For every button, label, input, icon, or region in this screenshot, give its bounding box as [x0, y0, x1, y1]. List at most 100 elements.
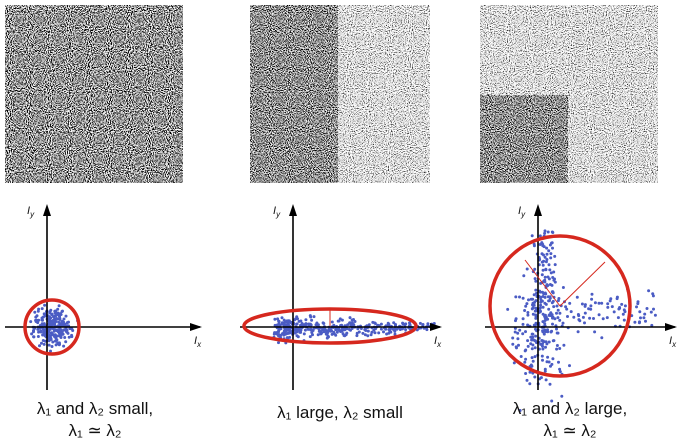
scatter-dot — [327, 335, 330, 338]
scatter-dot — [518, 329, 521, 332]
scatter-dot — [389, 331, 392, 334]
scatter-dot — [522, 274, 525, 277]
scatter-dot — [68, 336, 71, 339]
scatter-dot — [327, 329, 330, 332]
scatter-dot — [551, 357, 554, 360]
scatter-dot — [319, 332, 322, 335]
scatter-dot — [53, 335, 56, 338]
scatter-dot — [303, 332, 306, 335]
y-arrow — [43, 204, 51, 216]
scatter-dot — [64, 340, 67, 343]
label-sub: y — [275, 210, 281, 219]
scatter-dot — [606, 306, 609, 309]
scatter-dot — [557, 309, 560, 312]
scatter-dot — [534, 314, 537, 317]
scatter-dot — [354, 320, 357, 323]
scatter-dot — [50, 337, 53, 340]
scatter-dot — [532, 306, 535, 309]
x-axis-label: Ix — [194, 335, 202, 349]
scatter-dot — [531, 356, 534, 359]
scatter-dot — [555, 328, 558, 331]
scatter-dot — [543, 279, 546, 282]
scatter-dot — [522, 323, 525, 326]
scatter-dot — [547, 308, 550, 311]
scatter-dot — [528, 382, 531, 385]
scatter-dot — [343, 334, 346, 337]
scatter-dot — [57, 318, 60, 321]
scatter-dot — [548, 361, 551, 364]
scatter-dot — [533, 376, 536, 379]
scatter-dot — [65, 315, 68, 318]
scatter-dot — [520, 355, 523, 358]
scatter-dot — [547, 249, 550, 252]
x-arrow — [190, 323, 202, 331]
scatter-dot — [63, 336, 66, 339]
x-axis-label: Ix — [434, 335, 442, 349]
scatter-dot — [592, 317, 595, 320]
scatter-dot — [623, 319, 626, 322]
scatter-dot — [51, 345, 54, 348]
scatter-dot — [620, 303, 623, 306]
scatter-dot — [577, 330, 580, 333]
scatter-dot — [404, 328, 407, 331]
scatter-dot — [392, 321, 395, 324]
scatter-dot — [539, 298, 542, 301]
scatter-dot — [331, 321, 334, 324]
scatter-dot — [30, 332, 33, 335]
scatter-dot — [273, 331, 276, 334]
scatter-dot — [56, 308, 59, 311]
scatter-dot — [523, 309, 526, 312]
scatter-dot — [370, 331, 373, 334]
scatter-dot — [647, 289, 650, 292]
caption: λ₁ large, λ₂ small — [277, 403, 403, 422]
scatter-dot — [590, 298, 593, 301]
scatter-dot — [281, 316, 284, 319]
scatter-dot — [553, 255, 556, 258]
label-sub: y — [29, 210, 35, 219]
scatter-dot — [547, 231, 550, 234]
scatter-dot — [548, 341, 551, 344]
scatter-dot — [524, 358, 527, 361]
scatter-dot — [577, 318, 580, 321]
scatter-dot — [646, 307, 649, 310]
scatter-dot — [297, 335, 300, 338]
scatter-dot — [577, 314, 580, 317]
scatter-dot — [606, 316, 609, 319]
scatter-dot — [650, 311, 653, 314]
scatter-dot — [345, 332, 348, 335]
scatter-dot — [584, 312, 587, 315]
scatter-dot — [583, 321, 586, 324]
scatter-plots: IyIxλ₁ and λ₂ small,λ₁ ≃ λ₂IyIxλ₁ large,… — [5, 204, 677, 440]
caption: λ₁ and λ₂ small, — [37, 399, 153, 418]
scatter-dot — [644, 320, 647, 323]
scatter-dot — [557, 361, 560, 364]
scatter-dot — [543, 302, 546, 305]
scatter-dot — [310, 319, 313, 322]
scatter-dot — [635, 305, 638, 308]
scatter-dot — [611, 305, 614, 308]
scatter-dot — [526, 268, 529, 271]
scatter-dot — [53, 330, 56, 333]
scatter-dot — [600, 336, 603, 339]
label-sub: y — [520, 210, 526, 219]
scatter-dot — [51, 323, 54, 326]
scatter-dot — [534, 317, 537, 320]
scatter-dot — [534, 340, 537, 343]
scatter-dot — [643, 313, 646, 316]
scatter-dot — [310, 328, 313, 331]
y-axis-label: Iy — [273, 205, 281, 219]
scatter-dot — [355, 334, 358, 337]
scatter-dot — [544, 346, 547, 349]
scatter-dot — [548, 263, 551, 266]
scatter-dot — [549, 252, 552, 255]
scatter-dot — [622, 313, 625, 316]
scatter-dot — [539, 310, 542, 313]
scatter-dot — [310, 331, 313, 334]
scatter-dot — [51, 341, 54, 344]
scatter-dot — [37, 310, 40, 313]
scatter-dot — [544, 276, 547, 279]
scatter-dot — [48, 344, 51, 347]
patch-edge-dark — [250, 5, 338, 183]
scatter-dot — [307, 323, 310, 326]
scatter-dot — [539, 306, 542, 309]
